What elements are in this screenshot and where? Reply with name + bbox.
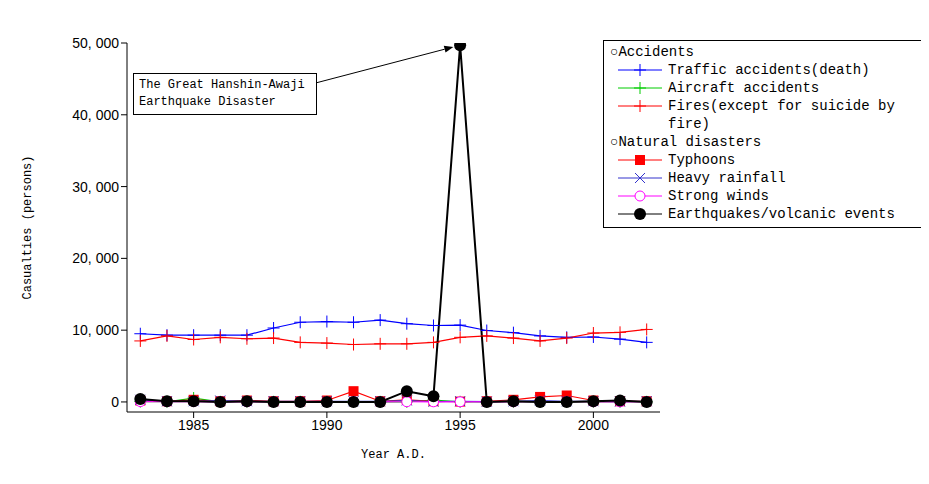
html-text:Typhoons: Typhoons [668, 152, 736, 168]
html-text:Heavy rainfall: Heavy rainfall [668, 170, 786, 186]
svg-text:0: 0 [111, 394, 119, 410]
svg-text:1995: 1995 [445, 417, 476, 433]
svg-text:Year A.D.: Year A.D. [361, 448, 426, 462]
html-text:Traffic accidents(death): Traffic accidents(death) [668, 62, 870, 78]
svg-text:40, 000: 40, 000 [72, 107, 119, 123]
svg-text:2000: 2000 [578, 417, 609, 433]
html-text:○Accidents: ○Accidents [610, 44, 694, 60]
html-text:Fires(except for suicide by fi: Fires(except for suicide by fire) [668, 98, 895, 132]
svg-text:1990: 1990 [311, 417, 342, 433]
svg-text:20, 000: 20, 000 [72, 250, 119, 266]
html-text:Strong winds: Strong winds [668, 188, 769, 204]
svg-text:30, 000: 30, 000 [72, 179, 119, 195]
html-text:Earthquakes/volcanic events: Earthquakes/volcanic events [668, 206, 895, 222]
svg-text:50, 000: 50, 000 [72, 35, 119, 51]
svg-text:1985: 1985 [178, 417, 209, 433]
svg-text:10, 000: 10, 000 [72, 322, 119, 338]
html-text:Aircraft accidents: Aircraft accidents [668, 80, 820, 96]
svg-text:Casualties (persons): Casualties (persons) [21, 155, 35, 299]
html-text:The Great Hanshin-Awaji Earthq: The Great Hanshin-Awaji Earthquake Disas… [139, 78, 305, 109]
html-text:○Natural disasters: ○Natural disasters [610, 134, 762, 150]
